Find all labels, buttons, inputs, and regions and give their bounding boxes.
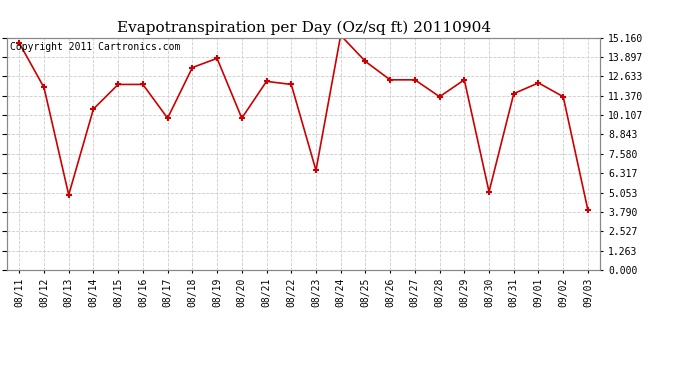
Title: Evapotranspiration per Day (Oz/sq ft) 20110904: Evapotranspiration per Day (Oz/sq ft) 20… [117, 21, 491, 35]
Text: Copyright 2011 Cartronics.com: Copyright 2011 Cartronics.com [10, 42, 180, 52]
